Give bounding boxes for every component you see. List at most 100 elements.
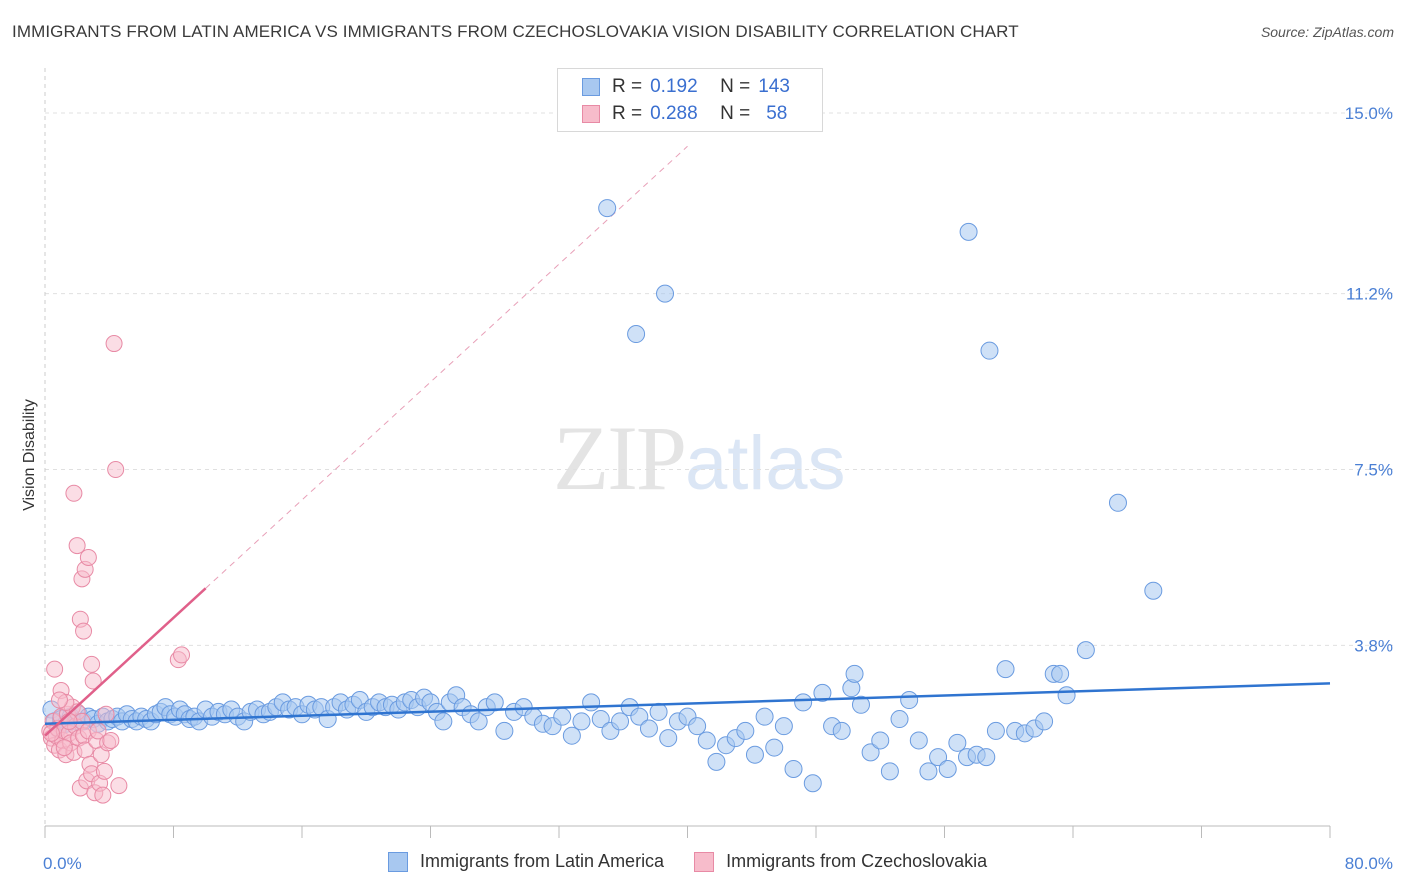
data-point-latin-america <box>938 759 957 778</box>
data-point-czechoslovakia <box>107 461 125 479</box>
data-point-latin-america <box>697 731 716 750</box>
data-point-latin-america <box>1035 712 1054 731</box>
data-point-czechoslovakia <box>102 731 120 749</box>
data-point-czechoslovakia <box>42 724 60 742</box>
data-point-latin-america <box>765 738 784 757</box>
data-point-latin-america <box>948 733 967 752</box>
trend-line-czechoslovakia <box>44 587 207 737</box>
series-czechoslovakia <box>41 335 191 804</box>
legend-swatch-pink <box>582 105 600 123</box>
data-point-latin-america <box>900 691 919 710</box>
data-point-latin-america <box>929 748 948 767</box>
data-point-latin-america <box>861 743 880 762</box>
data-point-latin-america <box>851 695 870 714</box>
data-point-latin-america <box>572 712 591 731</box>
legend-r-value: 0.288 <box>650 103 698 124</box>
data-point-latin-america <box>784 759 803 778</box>
bottom-legend-latin-america: Immigrants from Latin America <box>388 851 664 872</box>
data-point-czechoslovakia <box>97 705 115 723</box>
trend-extension-czechoslovakia <box>205 145 688 589</box>
data-point-latin-america <box>611 712 630 731</box>
data-point-czechoslovakia <box>65 484 83 502</box>
data-point-latin-america <box>986 721 1005 740</box>
x-tick-label: 80.0% <box>1345 854 1393 873</box>
data-point-latin-america <box>582 693 601 712</box>
legend-n-value: 143 <box>758 76 790 97</box>
bottom-legend-label: Immigrants from Czechoslovakia <box>726 851 988 871</box>
data-point-latin-america <box>1051 664 1070 683</box>
y-tick-label: 7.5% <box>1354 461 1393 480</box>
bottom-legend-czechoslovakia: Immigrants from Czechoslovakia <box>694 851 987 872</box>
data-point-latin-america <box>959 222 978 241</box>
data-point-latin-america <box>890 710 909 729</box>
y-tick-label: 11.2% <box>1346 285 1393 304</box>
bottom-legend: Immigrants from Latin America Immigrants… <box>388 851 1017 872</box>
legend-row-latin-america: R = 0.192 N = 143 <box>582 74 790 100</box>
data-point-latin-america <box>736 721 755 740</box>
watermark-zip: ZIP <box>553 407 687 509</box>
data-point-latin-america <box>1076 641 1095 660</box>
legend-n-value: 58 <box>766 103 788 124</box>
data-point-latin-america <box>659 729 678 748</box>
y-tick-label: 15.0% <box>1345 104 1393 123</box>
data-point-latin-america <box>977 748 996 767</box>
data-point-latin-america <box>485 693 504 712</box>
data-point-czechoslovakia <box>95 762 113 780</box>
legend-swatch-blue <box>582 78 600 96</box>
data-point-latin-america <box>919 762 938 781</box>
data-point-latin-america <box>656 284 675 303</box>
data-point-latin-america <box>880 762 899 781</box>
data-point-latin-america <box>639 719 658 738</box>
data-point-czechoslovakia <box>55 739 73 757</box>
data-point-czechoslovakia <box>75 622 93 640</box>
data-point-latin-america <box>562 726 581 745</box>
data-point-latin-america <box>1057 686 1076 705</box>
axes <box>44 68 1331 838</box>
bottom-legend-swatch-pink <box>694 851 715 872</box>
data-point-czechoslovakia <box>79 548 97 566</box>
series-latin-america <box>42 199 1163 793</box>
x-tick-label: 0.0% <box>43 854 82 873</box>
data-point-czechoslovakia <box>173 646 191 664</box>
tick-labels: 3.8% 7.5% 11.2% 15.0% 0.0% 80.0% <box>43 104 1393 873</box>
data-point-latin-america <box>755 707 774 726</box>
data-point-czechoslovakia <box>46 660 64 678</box>
data-point-latin-america <box>745 745 764 764</box>
data-point-latin-america <box>996 660 1015 679</box>
data-point-latin-america <box>627 325 646 344</box>
legend-r-label: R = <box>612 76 643 97</box>
trend-line-latin-america <box>44 682 1331 726</box>
legend: R = 0.192 N = 143 R = 0.288 N = 58 <box>557 68 823 132</box>
data-point-czechoslovakia <box>84 672 102 690</box>
legend-r-label: R = <box>612 103 643 124</box>
data-point-latin-america <box>688 717 707 736</box>
data-point-latin-america <box>813 683 832 702</box>
trend-lines <box>44 587 1331 737</box>
bottom-legend-swatch-blue <box>388 851 408 872</box>
data-point-czechoslovakia <box>110 777 128 795</box>
data-point-latin-america <box>630 707 649 726</box>
data-point-czechoslovakia <box>105 335 123 353</box>
legend-row-czechoslovakia: R = 0.288 N = 58 <box>582 101 787 127</box>
data-point-latin-america <box>598 199 617 218</box>
data-point-latin-america <box>774 717 793 736</box>
chart-title: IMMIGRANTS FROM LATIN AMERICA VS IMMIGRA… <box>12 22 1019 41</box>
data-point-latin-america <box>707 752 726 771</box>
data-point-latin-america <box>553 707 572 726</box>
data-point-czechoslovakia <box>50 691 68 709</box>
bottom-legend-label: Immigrants from Latin America <box>420 851 665 871</box>
source-label: Source: ZipAtlas.com <box>1260 24 1394 40</box>
watermark-atlas: atlas <box>685 421 846 506</box>
data-point-latin-america <box>871 731 890 750</box>
trend-extension <box>205 145 688 589</box>
legend-r-value: 0.192 <box>650 76 698 97</box>
legend-n-label: N = <box>720 76 751 97</box>
y-axis-label: Vision Disability <box>21 399 38 511</box>
data-point-latin-america <box>794 693 813 712</box>
data-point-latin-america <box>591 710 610 729</box>
data-point-latin-america <box>845 664 864 683</box>
data-point-latin-america <box>832 721 851 740</box>
data-point-czechoslovakia <box>83 655 101 673</box>
data-point-latin-america <box>495 721 514 740</box>
